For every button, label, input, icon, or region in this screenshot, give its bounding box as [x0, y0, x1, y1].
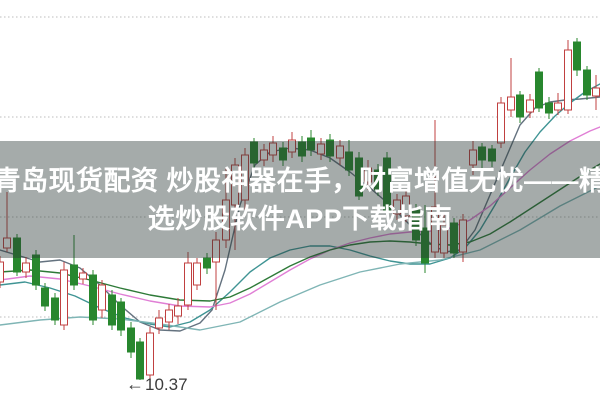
low-price-label: 10.37	[145, 375, 188, 394]
low-price-annotation: ←10.37	[126, 374, 188, 395]
title-overlay: 青岛现货配资 炒股神器在手，财富增值无忧——精 选炒股软件APP下载指南	[0, 141, 600, 258]
title-line-1: 青岛现货配资 炒股神器在手，财富增值无忧——精	[0, 165, 600, 196]
title-line-2: 选炒股软件APP下载指南	[147, 203, 453, 234]
left-arrow-icon: ←	[126, 374, 144, 394]
